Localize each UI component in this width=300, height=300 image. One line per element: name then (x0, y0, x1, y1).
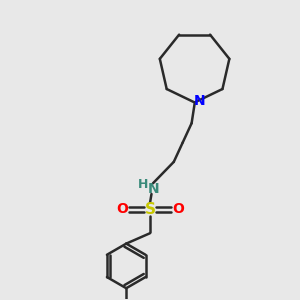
Text: H: H (138, 178, 148, 191)
Text: N: N (194, 94, 206, 108)
Text: O: O (172, 202, 184, 216)
Text: O: O (116, 202, 128, 216)
Text: N: N (148, 182, 159, 196)
Text: S: S (145, 202, 155, 217)
